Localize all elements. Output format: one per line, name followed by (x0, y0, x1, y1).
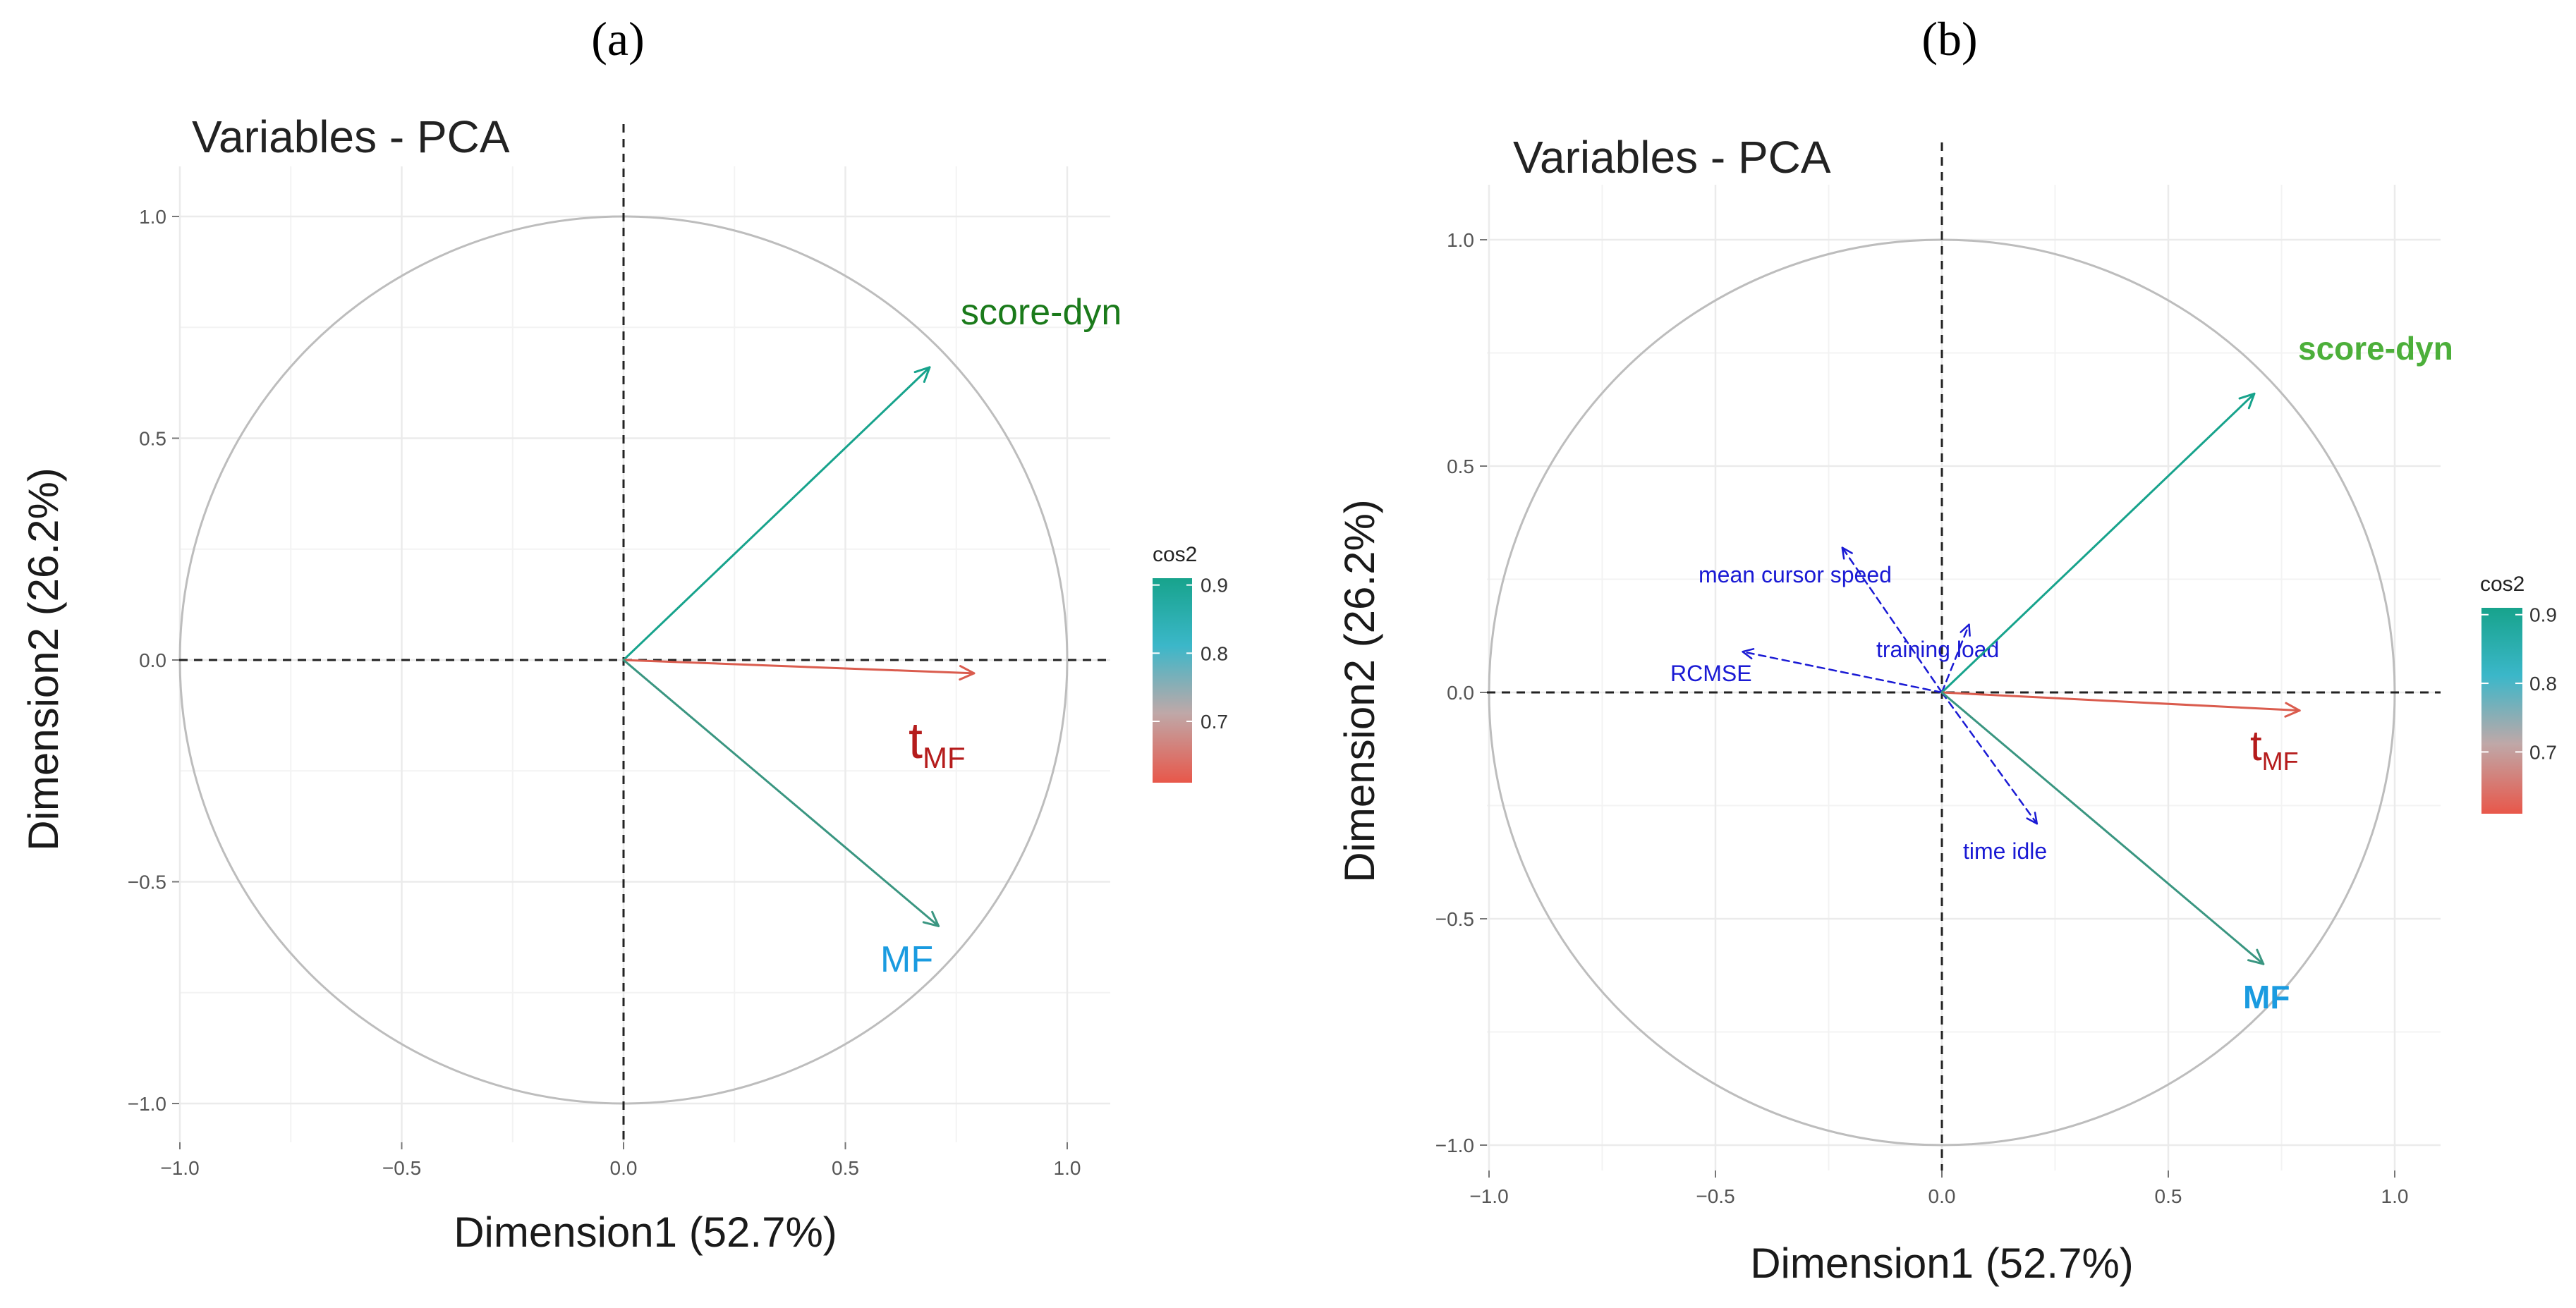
variable-arrow-1 (622, 659, 976, 681)
x-tick-label-0: −1.0 (160, 1157, 199, 1179)
variable-label-1-subscript: MF (923, 741, 966, 774)
x-tick-label-2: 0.0 (610, 1157, 638, 1179)
y-tick-label-3: 0.5 (139, 428, 166, 450)
x-tick-label-2: 0.0 (1928, 1185, 1956, 1207)
panel-a-legend: cos2 0.9 0.8 0.7 (1153, 543, 1228, 783)
legend-tick-label-0: 0.9 (1201, 575, 1228, 597)
panel-a-legend-title: cos2 (1153, 543, 1197, 566)
y-tick-label-4: 1.0 (1447, 229, 1474, 251)
variable-arrow-2 (622, 659, 940, 927)
x-tick-label-4: 1.0 (1054, 1157, 1081, 1179)
legend-tick-label-0: 0.9 (2529, 604, 2557, 626)
panel-b-title: Variables - PCA (1513, 132, 1831, 183)
panel-a-title: Variables - PCA (192, 111, 510, 162)
panel-b-legend: cos2 0.9 0.8 0.7 (2480, 573, 2557, 814)
y-tick-label-4: 1.0 (139, 206, 166, 228)
supplementary-label-0: mean cursor speed (1699, 562, 1892, 587)
supplementary-label-2: training load (1876, 637, 1999, 662)
supplementary-arrow-2 (1940, 623, 1971, 694)
x-tick-label-1: −0.5 (382, 1157, 421, 1179)
legend-tick-label-1: 0.8 (1201, 642, 1228, 664)
panel-b-plot-area: −1.0 −0.5 0.0 0.5 1.0 −1.0 −0.5 0.0 0.5 1.0 mean c… (1435, 142, 2453, 1207)
variable-arrow-1 (1940, 691, 2301, 718)
panel-a-plot-area: −1.0 −0.5 0.0 0.5 1.0 −1.0 −0.5 0.0 0.5 1.0 score-… (128, 124, 1122, 1179)
variable-label-1: tMF (2250, 722, 2299, 776)
variable-arrow-0 (1940, 392, 2256, 694)
panel-b-legend-colorbar (2481, 608, 2522, 814)
y-tick-label-1: −0.5 (128, 872, 166, 893)
y-tick-label-2: 0.0 (1447, 682, 1474, 704)
supplementary-label-3: time idle (1963, 838, 2047, 864)
y-tick-label-0: −1.0 (128, 1093, 166, 1115)
panel-a-legend-colorbar (1153, 578, 1192, 783)
variable-label-2: MF (2243, 979, 2290, 1015)
variable-label-0: score-dyn (2298, 330, 2453, 367)
legend-tick-label-1: 0.8 (2529, 673, 2557, 695)
panel-b-legend-ticks: 0.9 0.8 0.7 (2481, 604, 2557, 763)
legend-tick-label-2: 0.7 (1201, 711, 1228, 733)
variable-label-1-base: t (2250, 722, 2262, 769)
panel-a-x-axis-title: Dimension1 (52.7%) (454, 1209, 837, 1256)
panel-a: (a) Variables - PCA −1.0 −0.5 0.0 0.5 1.0−1.… (20, 12, 1228, 1256)
variable-label-2: MF (880, 939, 933, 980)
panel-a-label: (a) (591, 12, 644, 66)
panel-b-legend-title: cos2 (2480, 573, 2525, 596)
x-tick-label-1: −0.5 (1696, 1185, 1734, 1207)
variable-arrow-2 (1940, 691, 2265, 965)
variable-label-1-base: t (909, 713, 923, 769)
panel-b-x-axis-title: Dimension1 (52.7%) (1750, 1240, 2134, 1287)
y-tick-label-1: −0.5 (1435, 908, 1474, 930)
variable-arrow-0 (622, 366, 931, 661)
variable-label-0: score-dyn (961, 292, 1122, 333)
x-tick-label-4: 1.0 (2381, 1185, 2409, 1207)
supplementary-arrow-0 (1841, 546, 1943, 694)
panel-b: (b) Variables - PCA −1.0 −0.5 0.0 0.5 1.0−1.… (1336, 12, 2557, 1287)
supplementary-arrow-1 (1742, 648, 1943, 694)
y-tick-label-0: −1.0 (1435, 1135, 1474, 1156)
x-tick-label-3: 0.5 (2155, 1185, 2182, 1207)
supplementary-label-1: RCMSE (1670, 661, 1752, 686)
panel-a-y-axis-title: Dimension2 (26.2%) (20, 467, 67, 851)
y-tick-label-3: 0.5 (1447, 456, 1474, 477)
panel-b-y-axis-title: Dimension2 (26.2%) (1336, 499, 1383, 883)
panel-a-legend-ticks: 0.9 0.8 0.7 (1153, 575, 1228, 733)
supplementary-arrow-3 (1940, 691, 2039, 825)
x-tick-label-3: 0.5 (832, 1157, 859, 1179)
x-tick-label-0: −1.0 (1469, 1185, 1508, 1207)
variable-label-1: tMF (909, 713, 966, 774)
variable-label-1-subscript: MF (2262, 747, 2299, 776)
legend-tick-label-2: 0.7 (2529, 741, 2557, 763)
panel-b-label: (b) (1921, 12, 1977, 66)
y-tick-label-2: 0.0 (139, 649, 166, 671)
